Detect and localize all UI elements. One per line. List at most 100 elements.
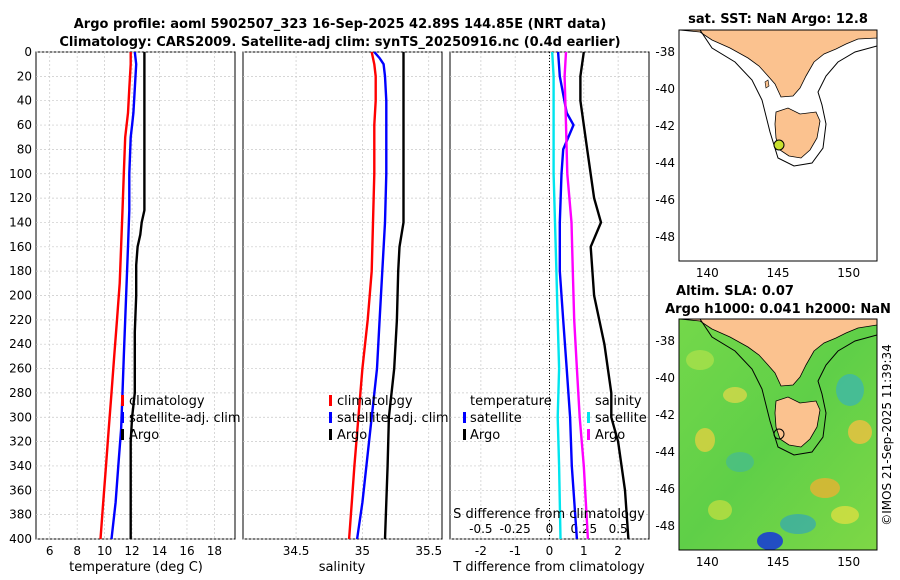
x-top-tick-label: 0 — [546, 522, 554, 536]
sla-patch — [831, 506, 859, 524]
y-tick-label: 260 — [9, 362, 32, 376]
sst-tasmania — [774, 107, 821, 159]
profile-line-argo — [383, 52, 405, 540]
legend-title-salinity: salinity — [595, 394, 642, 409]
x-tick-label: 1 — [580, 544, 588, 558]
x-tick-label: -2 — [475, 544, 487, 558]
sla-patch — [723, 387, 747, 403]
legend-label-sal-satellite: satellite — [595, 411, 647, 426]
map-lat-tick: -46 — [655, 193, 675, 207]
x-tick-label: 35 — [355, 544, 370, 558]
map-lat-tick: -38 — [655, 334, 675, 348]
legend-swatch-temp-satellite — [463, 412, 466, 423]
y-tick-label: 280 — [9, 386, 32, 400]
title-line-2: Climatology: CARS2009. Satellite-adj cli… — [59, 35, 620, 50]
sst-argo-marker — [773, 139, 785, 151]
sla-mainland — [679, 319, 877, 387]
map-lat-tick: -42 — [655, 408, 675, 422]
sla-contour — [699, 319, 877, 456]
x-tick-label: 34.5 — [283, 544, 310, 558]
y-tick-label: 300 — [9, 410, 32, 424]
x-tick-label: 8 — [73, 544, 81, 558]
map-lat-tick: -46 — [655, 482, 675, 496]
map-lon-tick: 140 — [696, 555, 719, 569]
legend-label-temp-satellite: satellite — [470, 411, 522, 426]
sla-map-title-1: Altim. SLA: 0.07 — [676, 284, 794, 299]
y-tick-label: 40 — [17, 94, 32, 108]
sla-patch — [810, 478, 840, 498]
map-lon-tick: 150 — [837, 266, 860, 280]
map-lat-tick: -40 — [655, 82, 675, 96]
sla-patch — [695, 428, 715, 452]
y-tick-label: 240 — [9, 337, 32, 351]
x-tick-label: 14 — [152, 544, 167, 558]
y-tick-label: 400 — [9, 532, 32, 546]
x-tick-label: -1 — [509, 544, 521, 558]
title-line-1: Argo profile: aoml 5902507_323 16-Sep-20… — [74, 17, 607, 32]
temperature-xlabel: temperature (deg C) — [69, 560, 203, 575]
salinity-xlabel: salinity — [319, 560, 366, 575]
profile-lines — [99, 51, 630, 540]
profile-line-argo — [129, 52, 146, 539]
x-tick-label: 0 — [546, 544, 554, 558]
x-tick-label: 16 — [179, 544, 194, 558]
profile-line-satellite-adj-clim — [110, 51, 138, 540]
legend-label-climatology: climatology — [129, 394, 205, 409]
y-tick-label: 160 — [9, 240, 32, 254]
y-tick-label: 120 — [9, 191, 32, 205]
legend-label-satellite: satellite-adj. clim — [337, 411, 449, 426]
difference-salinity-legend: salinity satellite Argo — [587, 394, 647, 443]
y-tick-label: 60 — [17, 118, 32, 132]
profile-line-salinity-satellite — [551, 51, 562, 540]
legend-label-argo: Argo — [337, 428, 367, 443]
y-tick-label: 380 — [9, 508, 32, 522]
salinity-legend: climatology satellite-adj. clim Argo — [329, 394, 449, 443]
tick-labels: 6 8 10 12 14 16 180204060801001201401601802002… — [9, 45, 860, 569]
sla-tasmania — [774, 396, 821, 448]
sla-patch — [848, 420, 872, 444]
map-lat-tick: -40 — [655, 371, 675, 385]
map-lon-tick: 140 — [696, 266, 719, 280]
x-tick-label: 10 — [97, 544, 112, 558]
legend-swatch-climatology — [121, 395, 124, 406]
profile-line-climatology — [99, 52, 132, 540]
legend-swatch-temp-argo — [463, 429, 466, 440]
sla-map-frame — [678, 318, 878, 551]
sla-patch — [780, 514, 816, 534]
y-tick-label: 20 — [17, 69, 32, 83]
sst-contour — [699, 30, 877, 167]
map-lat-tick: -44 — [655, 445, 675, 459]
legend-label-argo: Argo — [129, 428, 159, 443]
map-lat-tick: -48 — [655, 230, 675, 244]
y-tick-label: 360 — [9, 483, 32, 497]
legend-swatch-sal-satellite — [587, 412, 590, 423]
sst-map-title: sat. SST: NaN Argo: 12.8 — [688, 12, 868, 27]
y-tick-label: 0 — [24, 45, 32, 59]
sla-patch — [686, 350, 714, 370]
legend-label-climatology: climatology — [337, 394, 413, 409]
map-lat-tick: -38 — [655, 45, 675, 59]
y-tick-label: 140 — [9, 215, 32, 229]
profile-line-salinity-argo — [563, 51, 590, 540]
y-tick-label: 320 — [9, 435, 32, 449]
profile-line-satellite-adj-clim — [355, 51, 388, 540]
profile-line-climatology — [347, 51, 377, 540]
legend-swatch-sal-argo — [587, 429, 590, 440]
legend-label-temp-argo: Argo — [470, 428, 500, 443]
map-lat-tick: -44 — [655, 156, 675, 170]
sla-argo-marker — [773, 428, 785, 440]
sla-map-title-2: Argo h1000: 0.041 h2000: NaN — [665, 302, 891, 317]
map-lon-tick: 150 — [837, 555, 860, 569]
legend-swatch-argo — [121, 429, 124, 440]
map-lat-tick: -42 — [655, 119, 675, 133]
y-tick-label: 340 — [9, 459, 32, 473]
legend-swatch-satellite — [121, 412, 124, 423]
difference-temperature-legend: temperature satellite Argo — [463, 394, 552, 443]
y-tick-label: 80 — [17, 142, 32, 156]
map-lon-tick: 145 — [767, 555, 790, 569]
sla-patch — [726, 452, 754, 472]
y-tick-label: 180 — [9, 264, 32, 278]
sla-patch — [757, 532, 783, 550]
profile-line-temperature-argo — [579, 51, 630, 540]
legend-title-temperature: temperature — [470, 394, 552, 409]
